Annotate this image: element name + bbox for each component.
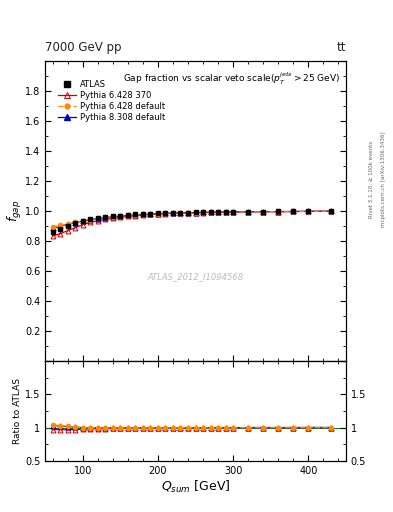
Y-axis label: Ratio to ATLAS: Ratio to ATLAS	[13, 378, 22, 444]
Y-axis label: $f_{gap}$: $f_{gap}$	[6, 200, 24, 222]
Text: Gap fraction vs scalar veto scale($p_T^{jets}>$25 GeV): Gap fraction vs scalar veto scale($p_T^{…	[123, 71, 340, 87]
Text: tt: tt	[336, 41, 346, 54]
Text: mcplots.cern.ch [arXiv:1306.3436]: mcplots.cern.ch [arXiv:1306.3436]	[381, 132, 386, 227]
Text: ATLAS_2012_I1094568: ATLAS_2012_I1094568	[147, 272, 244, 282]
Text: 7000 GeV pp: 7000 GeV pp	[45, 41, 122, 54]
Text: Rivet 3.1.10, ≥ 100k events: Rivet 3.1.10, ≥ 100k events	[369, 141, 374, 218]
X-axis label: $Q_{sum}$ [GeV]: $Q_{sum}$ [GeV]	[161, 478, 230, 495]
Legend: ATLAS, Pythia 6.428 370, Pythia 6.428 default, Pythia 8.308 default: ATLAS, Pythia 6.428 370, Pythia 6.428 de…	[55, 78, 168, 125]
